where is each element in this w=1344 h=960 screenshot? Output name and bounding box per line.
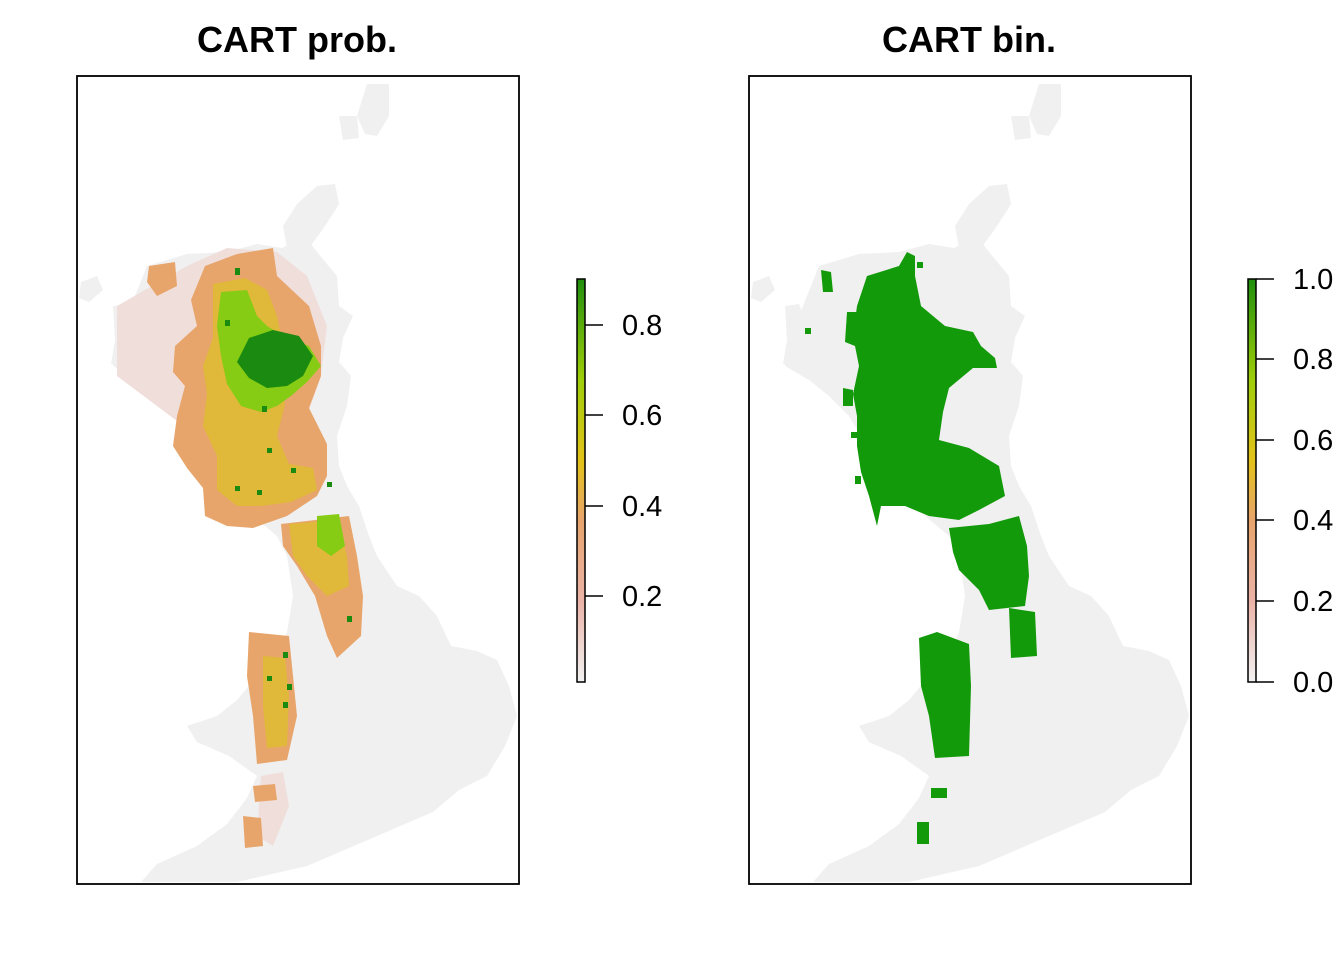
legend-tick-label: 0.8 bbox=[1293, 344, 1333, 376]
legend-tick-label: 0.0 bbox=[1293, 667, 1333, 699]
panel-title: CART prob. bbox=[197, 19, 397, 60]
color-legend: 0.0 0.2 0.4 0.6 0.8 1.0 bbox=[1247, 264, 1333, 699]
legend-tick-label: 0.4 bbox=[1293, 505, 1333, 537]
presence-layer bbox=[805, 252, 1037, 844]
legend-gradient-bar bbox=[576, 278, 586, 683]
legend-tick-label: 0.6 bbox=[1293, 425, 1333, 457]
legend-tick-label: 0.2 bbox=[622, 581, 662, 613]
map-frame bbox=[76, 75, 520, 885]
panel-cart-prob: CART prob. bbox=[76, 19, 662, 885]
legend-tick-label: 0.6 bbox=[622, 400, 662, 432]
color-legend: 0.2 0.4 0.6 0.8 bbox=[576, 278, 662, 683]
map-area bbox=[79, 84, 517, 882]
high-prob-layer bbox=[225, 268, 352, 708]
legend-tick-label: 0.8 bbox=[622, 310, 662, 342]
panel-cart-bin: CART bin. bbox=[748, 19, 1333, 885]
legend-tick-label: 0.2 bbox=[1293, 586, 1333, 618]
map-area bbox=[751, 84, 1189, 882]
legend-gradient-bar bbox=[1247, 278, 1257, 683]
map-frame bbox=[748, 75, 1192, 885]
panel-title: CART bin. bbox=[882, 19, 1056, 60]
legend-ticks bbox=[585, 324, 603, 597]
legend-ticks bbox=[1256, 278, 1274, 683]
legend-tick-label: 0.4 bbox=[622, 491, 662, 523]
legend-tick-label: 1.0 bbox=[1293, 264, 1333, 296]
